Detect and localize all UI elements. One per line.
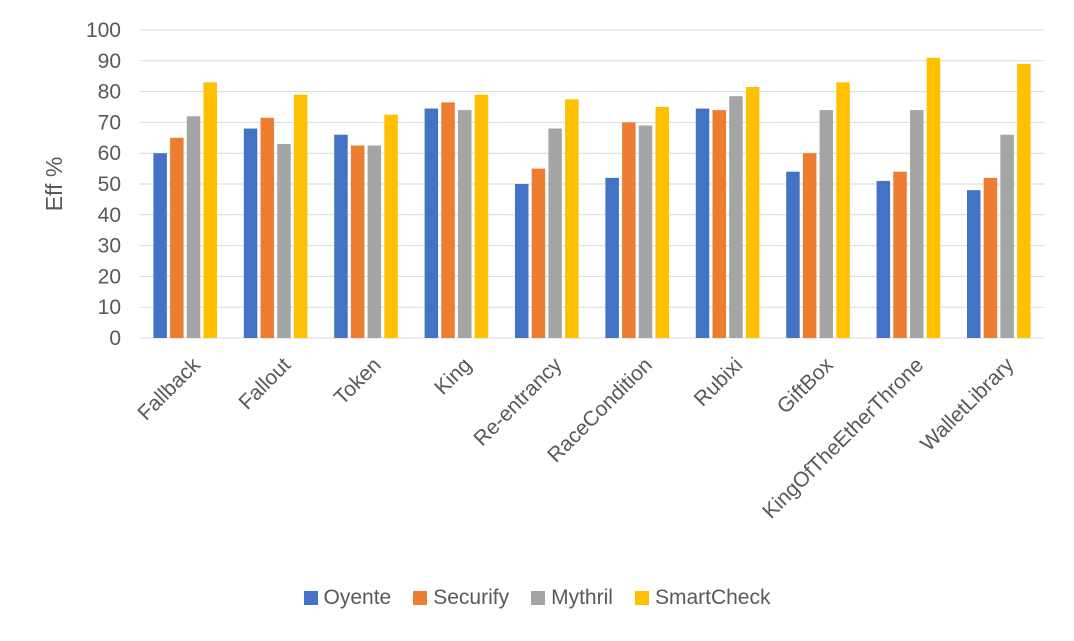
legend-label: Oyente	[323, 586, 392, 609]
bar-mythril-re-entrancy	[548, 128, 562, 338]
y-tick-label: 10	[98, 296, 121, 319]
legend-swatch	[413, 591, 428, 605]
x-category-label: Token	[330, 353, 386, 409]
legend-swatch	[303, 591, 318, 605]
bar-securify-walletlibrary	[983, 177, 998, 338]
y-axis-label: Eff %	[41, 157, 67, 212]
bar-mythril-token	[367, 145, 382, 338]
y-axis-ticks: 0 10 20 30 40 50 60 70 80 90 100	[86, 19, 121, 350]
bar-securify-kingoftheetherthrone	[893, 171, 907, 338]
x-axis-categories: Fallback Fallout Token KingRe-entrancyRaceC…	[133, 353, 1019, 523]
bar-oyente-kingoftheetherthrone	[876, 180, 891, 338]
legend-label: Mythril	[551, 586, 613, 609]
bar-securify-fallback	[170, 137, 184, 338]
y-tick-label: 70	[98, 111, 121, 134]
x-category-label: WalletLibrary	[916, 353, 1019, 456]
bar-oyente-walletlibrary	[967, 190, 981, 338]
bar-smartcheck-giftbox	[836, 82, 850, 338]
bar-oyente-giftbox	[786, 171, 800, 338]
y-tick-label: 60	[98, 142, 121, 165]
bar-securify-fallout	[260, 117, 274, 338]
bar-securify-rubixi	[712, 110, 726, 338]
x-category-label: King	[430, 353, 476, 399]
y-tick-label: 90	[98, 50, 121, 73]
legend-label: Securify	[433, 586, 510, 609]
bar-oyente-fallout	[243, 128, 258, 338]
bar-mythril-racecondition	[638, 125, 653, 338]
x-category-label: Re-entrancy	[469, 353, 566, 450]
legend: Oyente Securify Mythril SmartCheck	[0, 586, 1074, 610]
bar-oyente-re-entrancy	[515, 184, 529, 338]
y-tick-label: 50	[98, 173, 121, 196]
bar-mythril-giftbox	[819, 110, 834, 338]
legend-item-securify: Securify	[413, 586, 509, 610]
bar-securify-giftbox	[802, 153, 817, 338]
bar-mythril-fallback	[186, 116, 201, 339]
bar-smartcheck-fallback	[203, 82, 217, 338]
y-tick-label: 40	[98, 204, 121, 227]
bar-securify-re-entrancy	[531, 168, 546, 338]
legend-swatch	[531, 591, 546, 605]
bar-oyente-king	[424, 108, 439, 338]
bar-oyente-token	[334, 134, 348, 338]
legend-label: SmartCheck	[654, 586, 771, 609]
bars	[153, 57, 1031, 339]
legend-item-smartcheck: SmartCheck	[634, 586, 771, 610]
bar-smartcheck-rubixi	[745, 86, 760, 338]
x-category-label: Fallout	[234, 353, 295, 414]
bar-mythril-walletlibrary	[1000, 134, 1014, 338]
bar-smartcheck-fallout	[293, 94, 308, 339]
bar-mythril-rubixi	[729, 96, 743, 338]
bar-smartcheck-token	[384, 114, 398, 338]
y-tick-label: 20	[98, 265, 121, 288]
bar-mythril-kingoftheetherthrone	[910, 110, 924, 338]
legend-item-oyente: Oyente	[303, 586, 392, 610]
bar-securify-racecondition	[622, 122, 636, 339]
bar-smartcheck-kingoftheetherthrone	[926, 57, 941, 338]
bar-oyente-rubixi	[695, 108, 710, 338]
y-tick-label: 100	[86, 19, 121, 42]
bar-smartcheck-king	[474, 94, 489, 339]
bar-mythril-king	[458, 110, 472, 338]
x-category-label: Rubixi	[690, 353, 748, 411]
bar-oyente-fallback	[153, 153, 167, 338]
bar-mythril-fallout	[277, 143, 291, 338]
legend-item-mythril: Mythril	[531, 586, 613, 610]
y-tick-label: 80	[98, 81, 121, 104]
bar-securify-token	[350, 145, 365, 338]
bar-smartcheck-walletlibrary	[1017, 63, 1031, 338]
bar-smartcheck-racecondition	[655, 107, 669, 338]
bar-oyente-racecondition	[605, 177, 619, 338]
gridlines	[140, 29, 1044, 339]
x-category-label: Fallback	[133, 353, 205, 425]
bar-smartcheck-re-entrancy	[565, 99, 579, 338]
x-category-label: GiftBox	[773, 353, 838, 418]
y-tick-label: 0	[109, 327, 121, 350]
legend-swatch	[634, 591, 649, 605]
y-tick-label: 30	[98, 235, 121, 258]
bar-securify-king	[441, 102, 455, 338]
x-category-label: KingOfTheEtherThrone	[758, 353, 928, 523]
